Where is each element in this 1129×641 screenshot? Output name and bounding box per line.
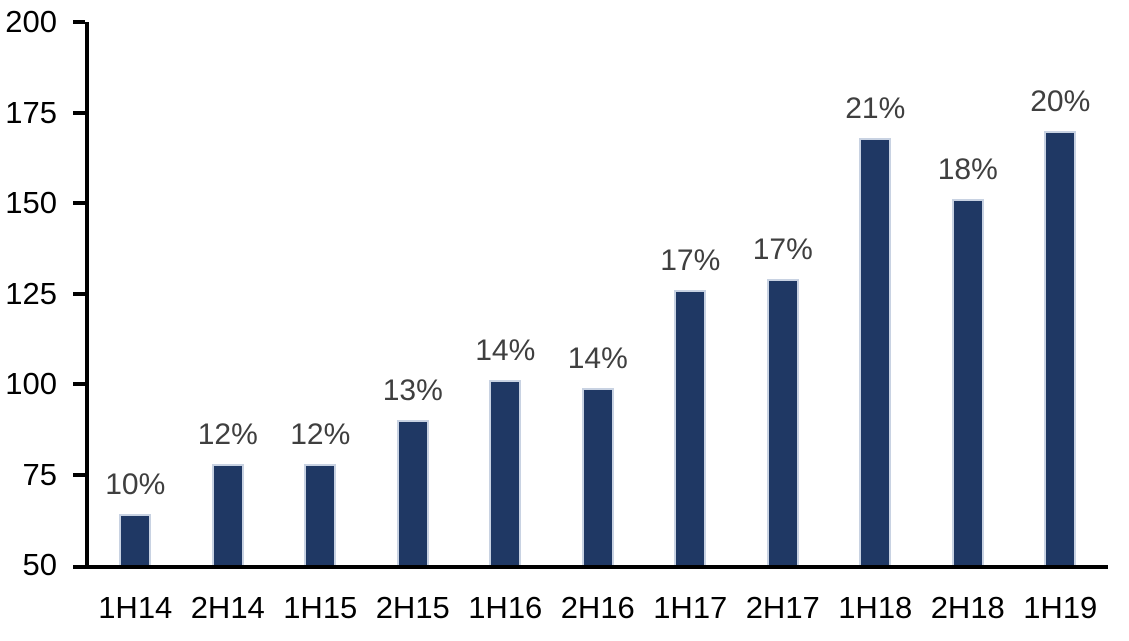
bar-value-label: 10% xyxy=(105,468,166,502)
bar-value-label: 14% xyxy=(567,341,628,375)
y-axis-tick xyxy=(73,472,85,477)
bar-value-label: 12% xyxy=(290,417,351,451)
x-axis-label: 2H16 xyxy=(560,590,635,625)
x-axis-label: 2H14 xyxy=(190,590,265,625)
y-axis-label: 200 xyxy=(5,4,57,39)
x-axis-label: 1H19 xyxy=(1023,590,1098,625)
bar xyxy=(489,380,522,565)
y-axis-label: 150 xyxy=(5,185,57,220)
y-axis-label: 100 xyxy=(5,366,57,401)
y-axis-label: 175 xyxy=(5,94,57,130)
bar xyxy=(119,514,152,565)
bar-value-label: 12% xyxy=(197,417,258,451)
bar xyxy=(859,137,892,565)
bar-value-label: 14% xyxy=(475,334,536,368)
x-axis-label: 2H15 xyxy=(375,590,450,625)
bar-value-label: 21% xyxy=(845,91,906,125)
y-axis-tick xyxy=(73,382,85,386)
x-axis-label: 2H18 xyxy=(930,590,1005,625)
bar-value-label: 20% xyxy=(1030,84,1091,118)
bar-value-label: 17% xyxy=(660,243,721,277)
y-axis-tick xyxy=(73,110,85,115)
y-axis-line xyxy=(85,22,89,569)
x-axis-label: 2H17 xyxy=(745,590,820,625)
bar xyxy=(304,463,337,565)
y-axis-tick xyxy=(73,20,85,24)
x-axis-label: 1H14 xyxy=(98,590,173,625)
bar-value-label: 13% xyxy=(382,374,443,408)
bar xyxy=(211,463,244,565)
y-axis-label: 75 xyxy=(22,456,57,492)
bar xyxy=(766,279,799,565)
bar xyxy=(581,387,614,565)
bar-value-label: 18% xyxy=(937,153,998,187)
x-axis-label: 1H17 xyxy=(653,590,728,625)
y-axis-label: 50 xyxy=(22,547,57,582)
x-axis-label: 1H16 xyxy=(468,590,543,625)
x-axis-label: 1H18 xyxy=(838,590,913,625)
bar xyxy=(951,199,984,565)
bar-value-label: 17% xyxy=(752,233,813,267)
y-axis-label: 125 xyxy=(5,275,57,311)
y-axis-tick xyxy=(73,291,85,296)
bar xyxy=(396,420,429,565)
x-axis-label: 1H15 xyxy=(283,590,358,625)
x-axis-line xyxy=(73,565,1108,569)
y-axis-tick xyxy=(73,201,85,205)
bar xyxy=(1044,130,1077,565)
bar xyxy=(674,289,707,565)
